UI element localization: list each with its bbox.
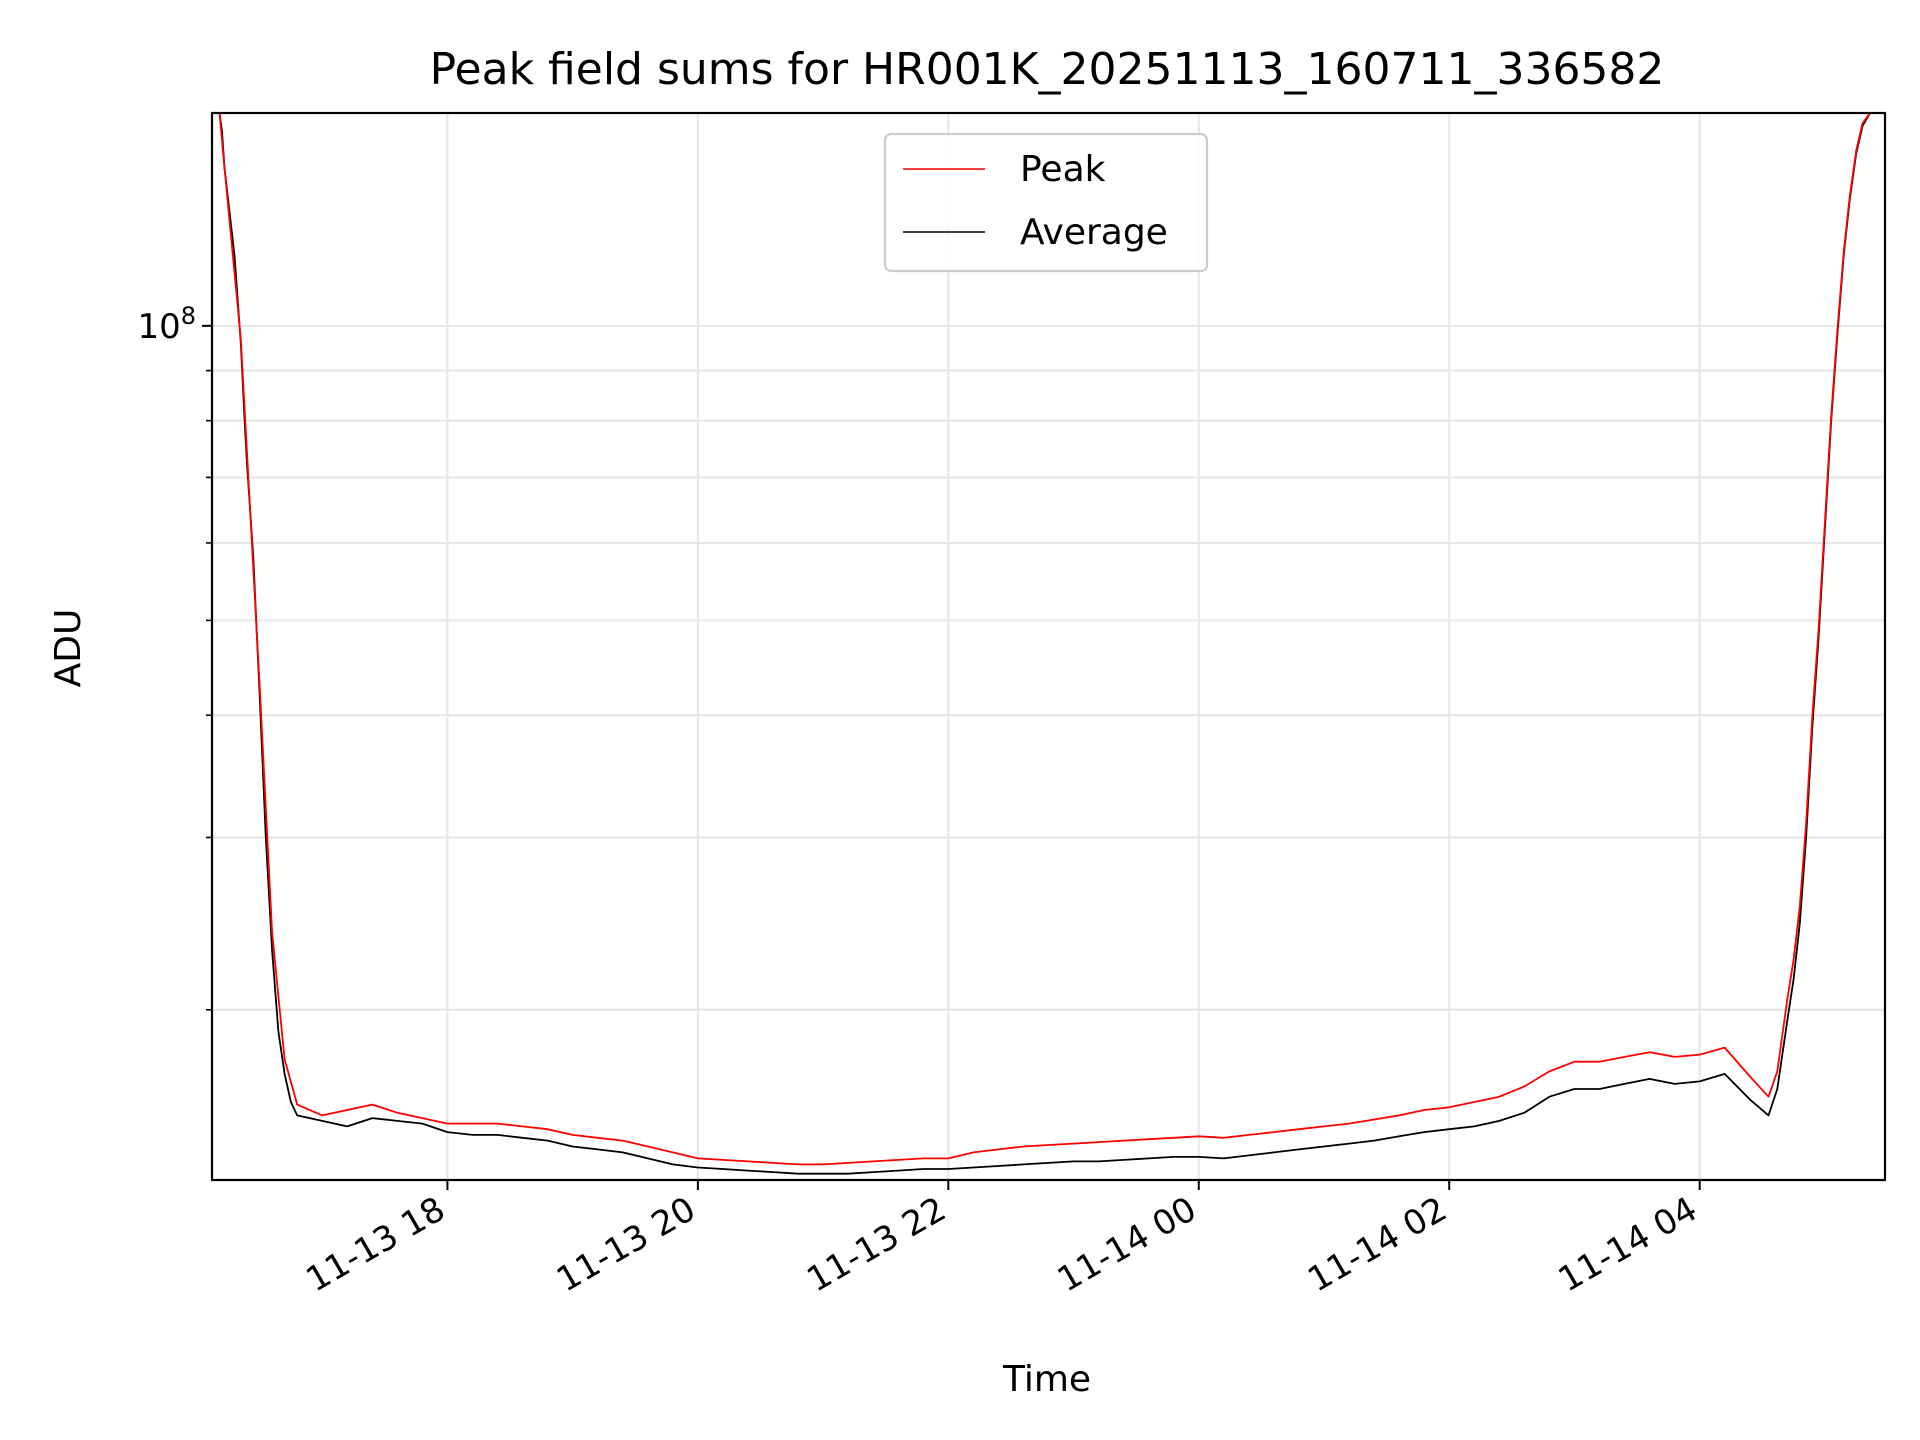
plot-background [212,113,1885,1180]
x-axis-label: Time [1002,1359,1091,1400]
plot-frame [210,111,1887,1182]
series-line-peak [218,113,1871,1166]
legend-peak-label: Peak [1020,149,1106,190]
series-layer [218,113,1871,1175]
series-line-average [218,113,1871,1175]
legend-average-label: Average [1020,212,1168,253]
legend: Peak Average [883,132,1209,273]
plot-area: 11-13 18 11-13 20 11-13 22 11-14 00 11-14 02… [137,111,1887,1300]
grid [212,113,1885,1180]
y-axis-label: ADU [48,609,89,688]
y-tick-label: 108 [137,302,196,347]
chart-title: Peak field sums for HR001K_20251113_1607… [430,44,1665,95]
